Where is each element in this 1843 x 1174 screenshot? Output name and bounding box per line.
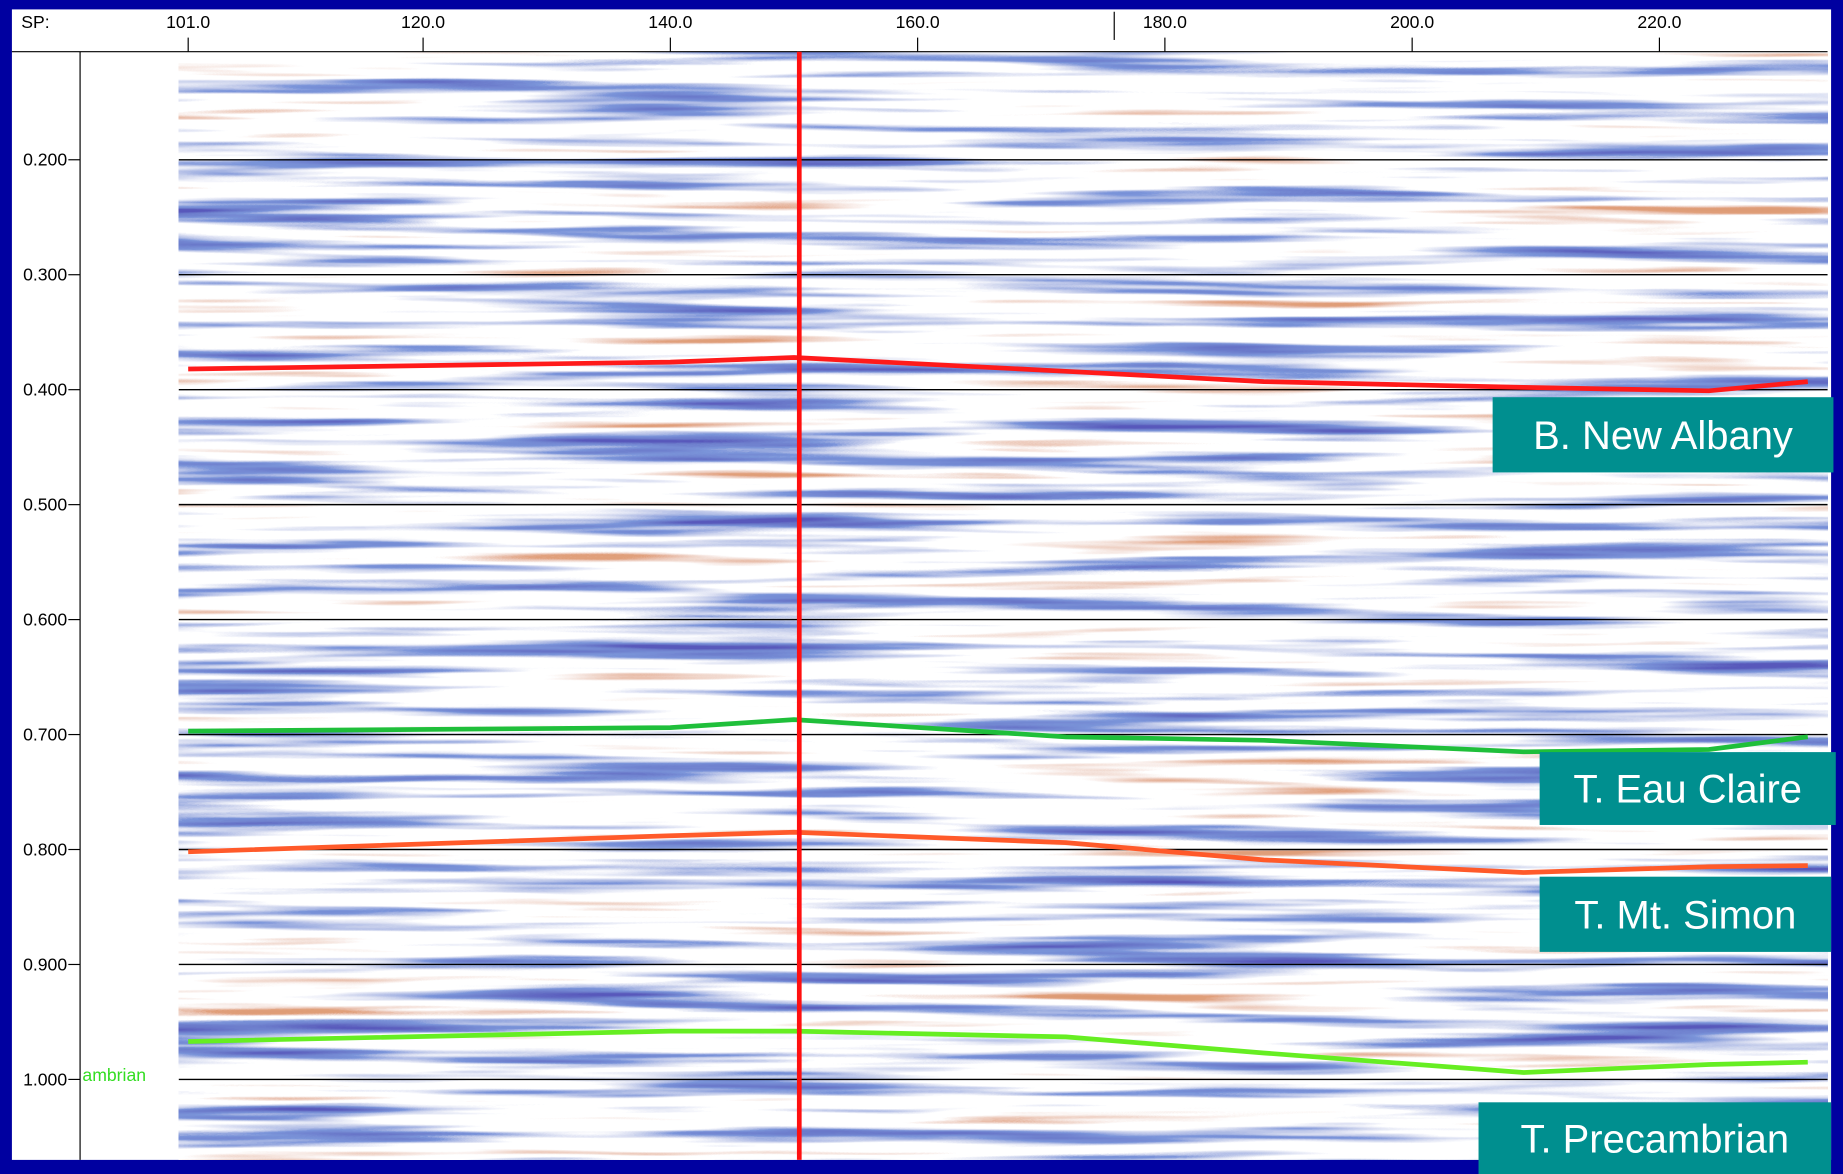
horizon-label: T. Eau Claire <box>1573 768 1802 812</box>
page: {"chart_data":{"type":"seismic", "x_labe… <box>0 0 1843 1174</box>
horizon-label: T. Precambrian <box>1521 1117 1790 1161</box>
y-tick-label: 0.900 <box>23 954 67 974</box>
y-tick-label: 0.800 <box>23 839 67 859</box>
y-tick-label: 0.600 <box>23 609 67 629</box>
x-tick-label: 140.0 <box>648 12 692 32</box>
left-label: ambrian <box>82 1065 146 1085</box>
x-tick-label: 200.0 <box>1390 12 1434 32</box>
x-tick-label: 160.0 <box>896 12 940 32</box>
y-tick-label: 0.300 <box>23 265 67 285</box>
y-tick-label: 1.000 <box>23 1069 67 1089</box>
x-tick-label: 220.0 <box>1637 12 1681 32</box>
y-tick-label: 0.700 <box>23 724 67 744</box>
x-tick-label: 180.0 <box>1143 12 1187 32</box>
y-tick-label: 0.200 <box>23 150 67 170</box>
seismic-view: SP: ambrian 101.0 120.0 140.0 160.0 180.0 200… <box>0 0 1843 1174</box>
x-tick-label: 101.0 <box>166 12 210 32</box>
horizon-label: B. New Albany <box>1533 414 1793 458</box>
y-tick-label: 0.400 <box>23 380 67 400</box>
x-tick-label: 120.0 <box>401 12 445 32</box>
seismic-image <box>179 52 1828 1160</box>
x-label: SP: <box>21 12 49 32</box>
horizon-label: T. Mt. Simon <box>1574 893 1796 937</box>
y-tick-label: 0.500 <box>23 495 67 515</box>
